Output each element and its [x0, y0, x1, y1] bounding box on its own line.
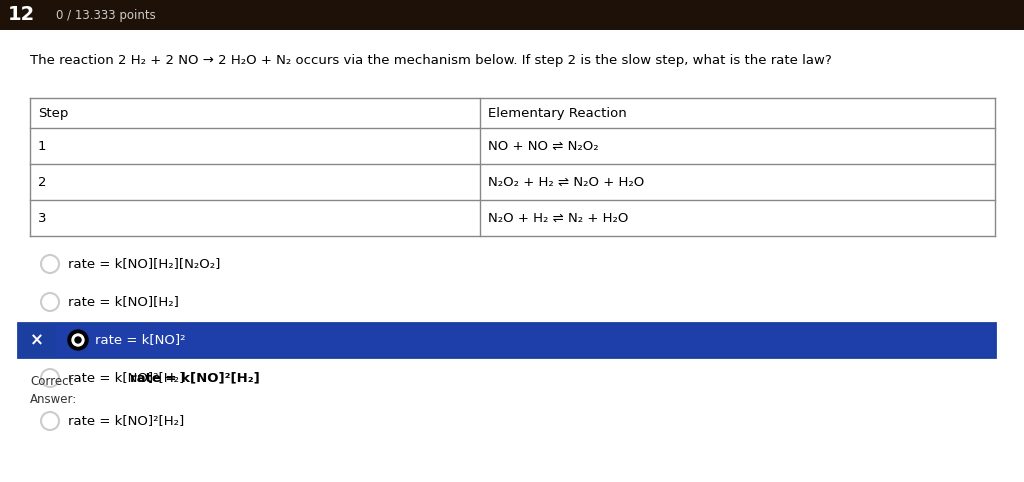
Circle shape: [68, 330, 88, 350]
Text: 12: 12: [7, 5, 35, 25]
Text: N₂O₂ + H₂ ⇌ N₂O + H₂O: N₂O₂ + H₂ ⇌ N₂O + H₂O: [488, 175, 644, 188]
Circle shape: [41, 369, 59, 387]
Text: rate = k[NO]²[H₂]: rate = k[NO]²[H₂]: [130, 371, 260, 384]
Circle shape: [41, 412, 59, 430]
Circle shape: [41, 293, 59, 311]
Text: 2: 2: [38, 175, 46, 188]
Bar: [0, 0, 1024, 30]
Circle shape: [41, 255, 59, 273]
Circle shape: [75, 337, 81, 343]
Text: rate = k[NO]²[H₂]: rate = k[NO]²[H₂]: [68, 372, 184, 385]
Bar: [0, 0, 42, 30]
Text: rate = k[NO][H₂][N₂O₂]: rate = k[NO][H₂][N₂O₂]: [68, 257, 220, 270]
Text: rate = k[NO]²[H₂]: rate = k[NO]²[H₂]: [68, 415, 184, 428]
Text: 1: 1: [38, 139, 46, 152]
Text: Step: Step: [38, 107, 69, 120]
Circle shape: [72, 334, 84, 346]
Text: rate = k[NO][H₂]: rate = k[NO][H₂]: [68, 295, 179, 308]
Text: NO + NO ⇌ N₂O₂: NO + NO ⇌ N₂O₂: [488, 139, 599, 152]
Text: 0 / 13.333 points: 0 / 13.333 points: [56, 9, 156, 22]
Text: Correct
Answer:: Correct Answer:: [30, 375, 77, 406]
Bar: [18, 323, 56, 357]
Text: rate = k[NO]²: rate = k[NO]²: [95, 334, 185, 347]
Text: N₂O + H₂ ⇌ N₂ + H₂O: N₂O + H₂ ⇌ N₂ + H₂O: [488, 212, 629, 225]
Bar: [18, 323, 995, 357]
Text: The reaction 2 H₂ + 2 NO → 2 H₂O + N₂ occurs via the mechanism below. If step 2 : The reaction 2 H₂ + 2 NO → 2 H₂O + N₂ oc…: [30, 54, 831, 67]
Text: ×: ×: [30, 331, 44, 349]
Bar: [30, 98, 995, 236]
Text: Elementary Reaction: Elementary Reaction: [488, 107, 627, 120]
Text: 3: 3: [38, 212, 46, 225]
